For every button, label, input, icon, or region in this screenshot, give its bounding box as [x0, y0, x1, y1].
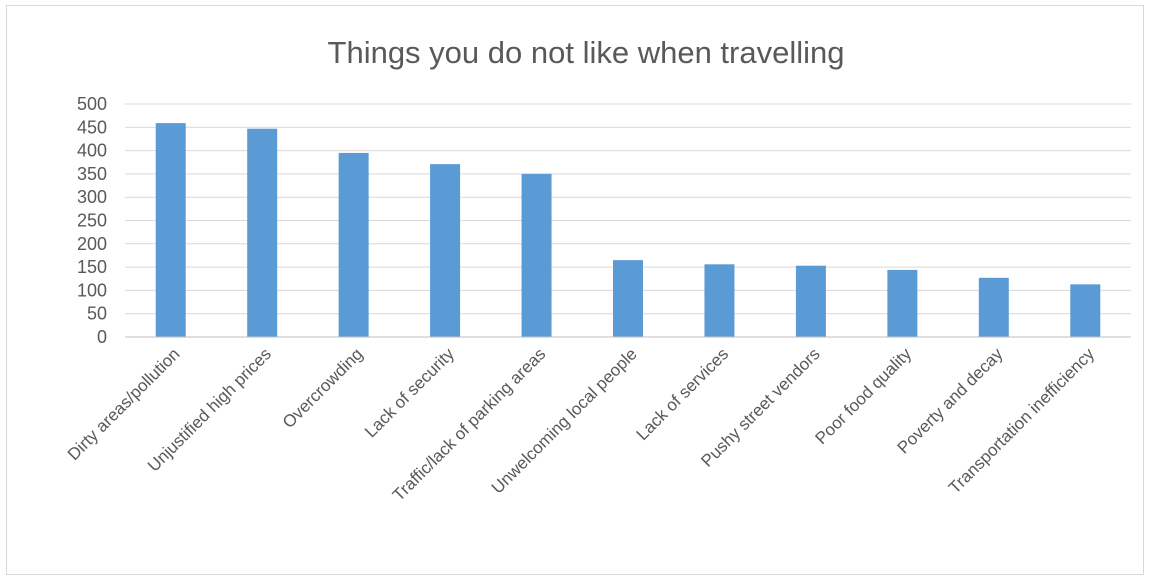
y-tick-label: 0 — [97, 327, 107, 347]
bar — [430, 164, 461, 337]
chart-title: Things you do not like when travelling — [328, 35, 845, 70]
bar — [795, 265, 826, 337]
bar — [155, 123, 186, 337]
bar — [613, 260, 643, 337]
x-category-label: Poor food quality — [812, 344, 916, 448]
bar — [521, 173, 552, 337]
bar — [887, 269, 918, 337]
bar — [338, 152, 369, 337]
bar — [704, 264, 735, 337]
y-tick-label: 50 — [87, 304, 107, 324]
y-tick-label: 150 — [77, 257, 107, 277]
bar — [1070, 284, 1101, 337]
bar — [247, 128, 278, 337]
x-category-label: Lack of security — [361, 344, 458, 441]
bars — [155, 123, 1101, 337]
y-tick-label: 250 — [77, 211, 107, 231]
y-tick-label: 400 — [77, 141, 107, 161]
y-tick-label: 450 — [77, 117, 107, 137]
x-category-label: Traffic/lack of parking areas — [389, 344, 549, 504]
y-tick-label: 350 — [77, 164, 107, 184]
bar — [978, 277, 1009, 337]
y-tick-label: 100 — [77, 280, 107, 300]
x-category-label: Transportation inefficiency — [945, 344, 1098, 497]
x-category-label: Unwelcoming local people — [488, 344, 641, 497]
y-tick-label: 300 — [77, 187, 107, 207]
gridlines — [125, 103, 1131, 315]
y-tick-label: 500 — [77, 94, 107, 114]
y-axis-ticks: 0 50 100 150 200 250 300 350 400 450 500 — [77, 94, 107, 347]
x-category-label: Overcrowding — [279, 344, 367, 432]
x-category-label: Lack of services — [633, 344, 733, 444]
y-tick-label: 200 — [77, 234, 107, 254]
